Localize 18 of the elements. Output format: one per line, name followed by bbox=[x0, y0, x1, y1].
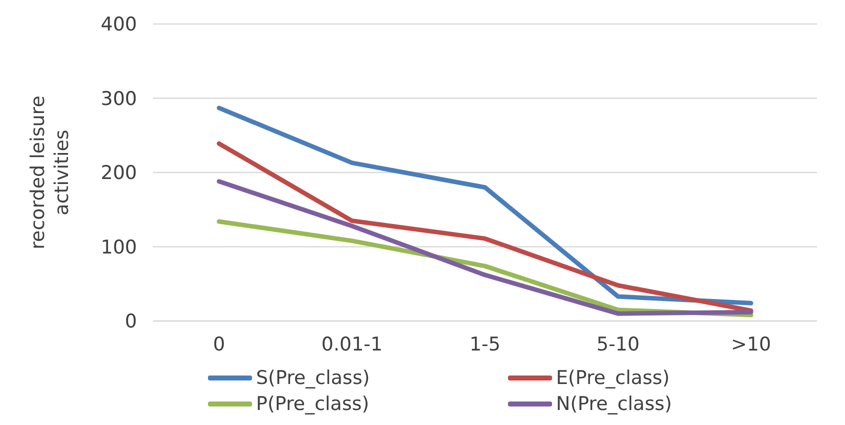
y-axis-title: recorded leisure activities bbox=[27, 96, 73, 250]
x-tick-label: 1-5 bbox=[469, 333, 501, 356]
line-series bbox=[216, 106, 754, 306]
legend-label: S(Pre_class) bbox=[256, 367, 370, 389]
x-tick-label: 5-10 bbox=[596, 333, 640, 356]
x-tick-label: 0 bbox=[212, 333, 226, 356]
y-tick-label: 0 bbox=[124, 310, 137, 333]
y-tick-label: 400 bbox=[100, 14, 137, 36]
line-series bbox=[216, 179, 754, 316]
y-tick-label: 100 bbox=[100, 236, 137, 258]
y-tick-label: 200 bbox=[100, 162, 137, 184]
x-tick-label: >10 bbox=[730, 333, 772, 356]
legend-label: N(Pre_class) bbox=[556, 393, 672, 415]
legend-label: E(Pre_class) bbox=[556, 367, 670, 389]
legend-label: P(Pre_class) bbox=[256, 393, 370, 415]
x-tick-label: 0.01-1 bbox=[321, 333, 383, 356]
line-series bbox=[216, 141, 754, 313]
y-tick-label: 300 bbox=[100, 88, 137, 110]
